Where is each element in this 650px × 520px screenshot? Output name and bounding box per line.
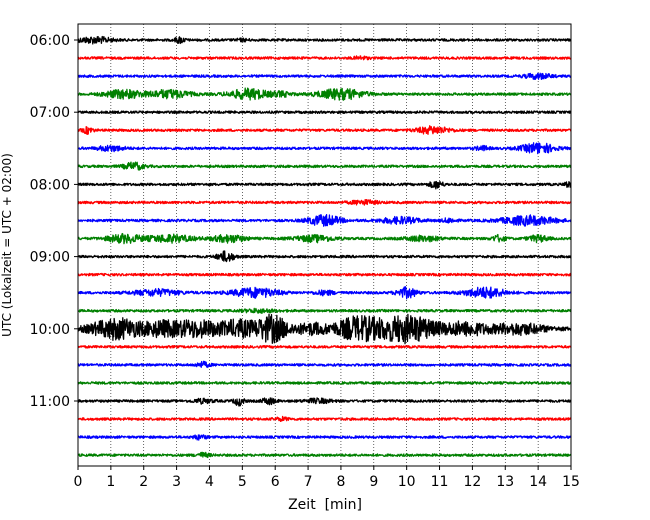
seismic-trace [77,214,572,227]
y-tick-label: 10:00 [30,322,70,338]
seismic-trace [77,272,572,277]
y-tick-label: 06:00 [30,33,70,49]
y-axis-label: UTC (Lokalzeit = UTC + 02:00) [0,153,14,337]
x-tick-label: 7 [304,474,313,490]
seismic-trace [77,125,572,135]
y-axis: 06:00 07:00 08:00 09:00 10:00 11:00 [30,33,78,410]
plot-frame [77,23,572,467]
seismic-trace [77,110,572,115]
x-tick-label: 0 [74,474,83,490]
seismic-trace [77,397,572,407]
x-tick-label: 10 [398,474,416,490]
x-tick-label: 11 [431,474,449,490]
seismic-trace [77,250,572,263]
seismic-trace [77,142,572,155]
seismic-trace [77,381,572,385]
seismic-trace [77,360,572,369]
seismic-trace [77,307,572,314]
traces [77,35,572,459]
seismic-trace [77,198,572,206]
x-axis-label: Zeit [min] [288,497,362,513]
x-tick-label: 9 [369,474,378,490]
y-tick-label: 09:00 [30,250,70,266]
seismic-trace [77,415,572,423]
seismic-trace [77,87,572,101]
seismic-trace [77,313,572,345]
seismic-trace [77,35,572,45]
y-tick-label: 08:00 [30,177,70,193]
x-tick-label: 12 [463,474,481,490]
seismic-trace [77,451,572,459]
seismic-trace [77,434,572,441]
seismic-trace [77,72,572,81]
y-tick-label: 11:00 [30,394,70,410]
x-tick-label: 8 [336,474,345,490]
x-axis: 0 1 2 3 4 5 6 7 8 9 10 11 12 13 14 15 [74,466,580,490]
x-tick-label: 13 [496,474,514,490]
x-tick-label: 15 [562,474,580,490]
seismic-trace [77,286,572,300]
seismic-trace [77,345,572,349]
x-tick-label: 3 [172,474,181,490]
x-tick-label: 5 [238,474,247,490]
seismic-trace [77,55,572,61]
x-tick-label: 14 [529,474,547,490]
x-tick-label: 1 [106,474,115,490]
x-tick-label: 2 [139,474,148,490]
x-tick-label: 4 [205,474,214,490]
y-tick-label: 07:00 [30,105,70,121]
seismic-trace [77,161,572,171]
x-tick-label: 6 [271,474,280,490]
seismic-trace [77,232,572,245]
seismic-trace [77,180,572,190]
